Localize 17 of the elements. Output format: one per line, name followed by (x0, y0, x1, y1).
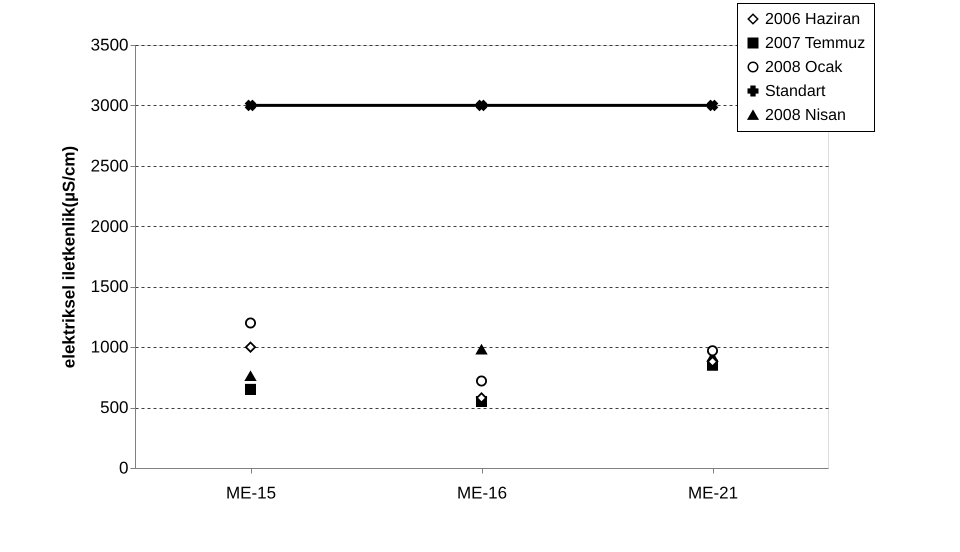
x-tick-label: ME-15 (226, 484, 276, 502)
y-axis-title: elektriksel iletkenlik(µS/cm) (60, 146, 79, 368)
legend-label: 2008 Ocak (765, 59, 844, 76)
x-tick-label: ME-16 (456, 484, 508, 502)
y-tick-label: 3000 (90, 96, 128, 115)
legend-label: Standart (765, 83, 826, 100)
y-tick-label: 2000 (90, 216, 128, 236)
legend-label: 2008 Nisan (765, 107, 846, 124)
y-tick-label: 500 (100, 398, 128, 418)
y-tick-label: 0 (119, 458, 128, 478)
y-tick-label: 2500 (90, 156, 128, 176)
y-tick-label: 1000 (90, 338, 128, 357)
y-tick-label: 3500 (90, 36, 128, 54)
x-tick-label: ME-21 (688, 484, 738, 502)
y-tick-label: 1500 (90, 277, 128, 296)
legend-label: 2007 Temmuz (765, 35, 866, 52)
legend-label: 2006 Haziran (765, 11, 860, 28)
